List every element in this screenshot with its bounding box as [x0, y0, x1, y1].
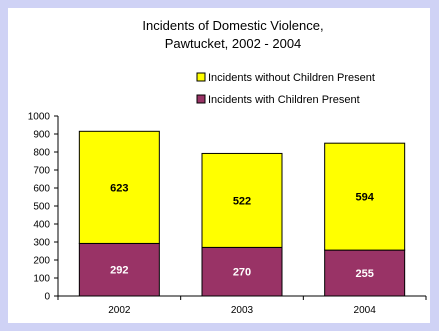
y-tick-label: 400	[33, 220, 50, 231]
y-tick-label: 900	[33, 130, 50, 141]
y-tick-label: 500	[33, 202, 50, 213]
legend-label-without-children: Incidents without Children Present	[208, 72, 375, 84]
bar-with-children-2002	[78, 242, 160, 297]
y-tick-label: 300	[33, 238, 50, 249]
chart-title: Incidents of Domestic Violence,	[142, 18, 323, 33]
data-label-without-children-2002: 623	[110, 182, 128, 194]
bar-with-children-2003	[201, 246, 283, 297]
legend-swatch-without-children	[196, 72, 206, 82]
y-tick-label: 100	[33, 274, 50, 285]
x-tick-label: 2004	[354, 305, 377, 316]
plot-area: 0 100 200 300 400 500 600 700 800 900 1000 292 623 20…	[28, 112, 427, 316]
legend-swatch-with-children	[196, 94, 206, 104]
data-label-with-children-2003: 270	[233, 267, 251, 279]
bar-without-children-2002	[78, 130, 160, 244]
x-tick-label: 2002	[108, 305, 131, 316]
y-tick-label: 0	[44, 292, 50, 303]
bar-with-children-2004	[324, 249, 406, 297]
y-tick-label: 600	[33, 184, 50, 195]
chart-subtitle: Pawtucket, 2002 - 2004	[165, 36, 302, 51]
data-label-without-children-2003: 522	[233, 195, 251, 207]
y-tick-label: 700	[33, 166, 50, 177]
legend: Incidents without Children Present Incid…	[196, 72, 375, 106]
x-tick-label: 2003	[231, 305, 254, 316]
data-label-with-children-2004: 255	[355, 268, 373, 280]
y-tick-label: 800	[33, 148, 50, 159]
chart-frame: Incidents of Domestic Violence, Pawtucke…	[8, 8, 430, 323]
chart-svg: Incidents of Domestic Violence, Pawtucke…	[28, 18, 427, 316]
legend-label-with-children: Incidents with Children Present	[208, 94, 360, 106]
y-tick-label: 1000	[28, 112, 51, 123]
y-tick-label: 200	[33, 256, 50, 267]
data-label-with-children-2002: 292	[110, 265, 128, 277]
bar-without-children-2003	[201, 152, 283, 248]
bar-without-children-2004	[324, 142, 406, 251]
data-label-without-children-2004: 594	[355, 192, 374, 204]
